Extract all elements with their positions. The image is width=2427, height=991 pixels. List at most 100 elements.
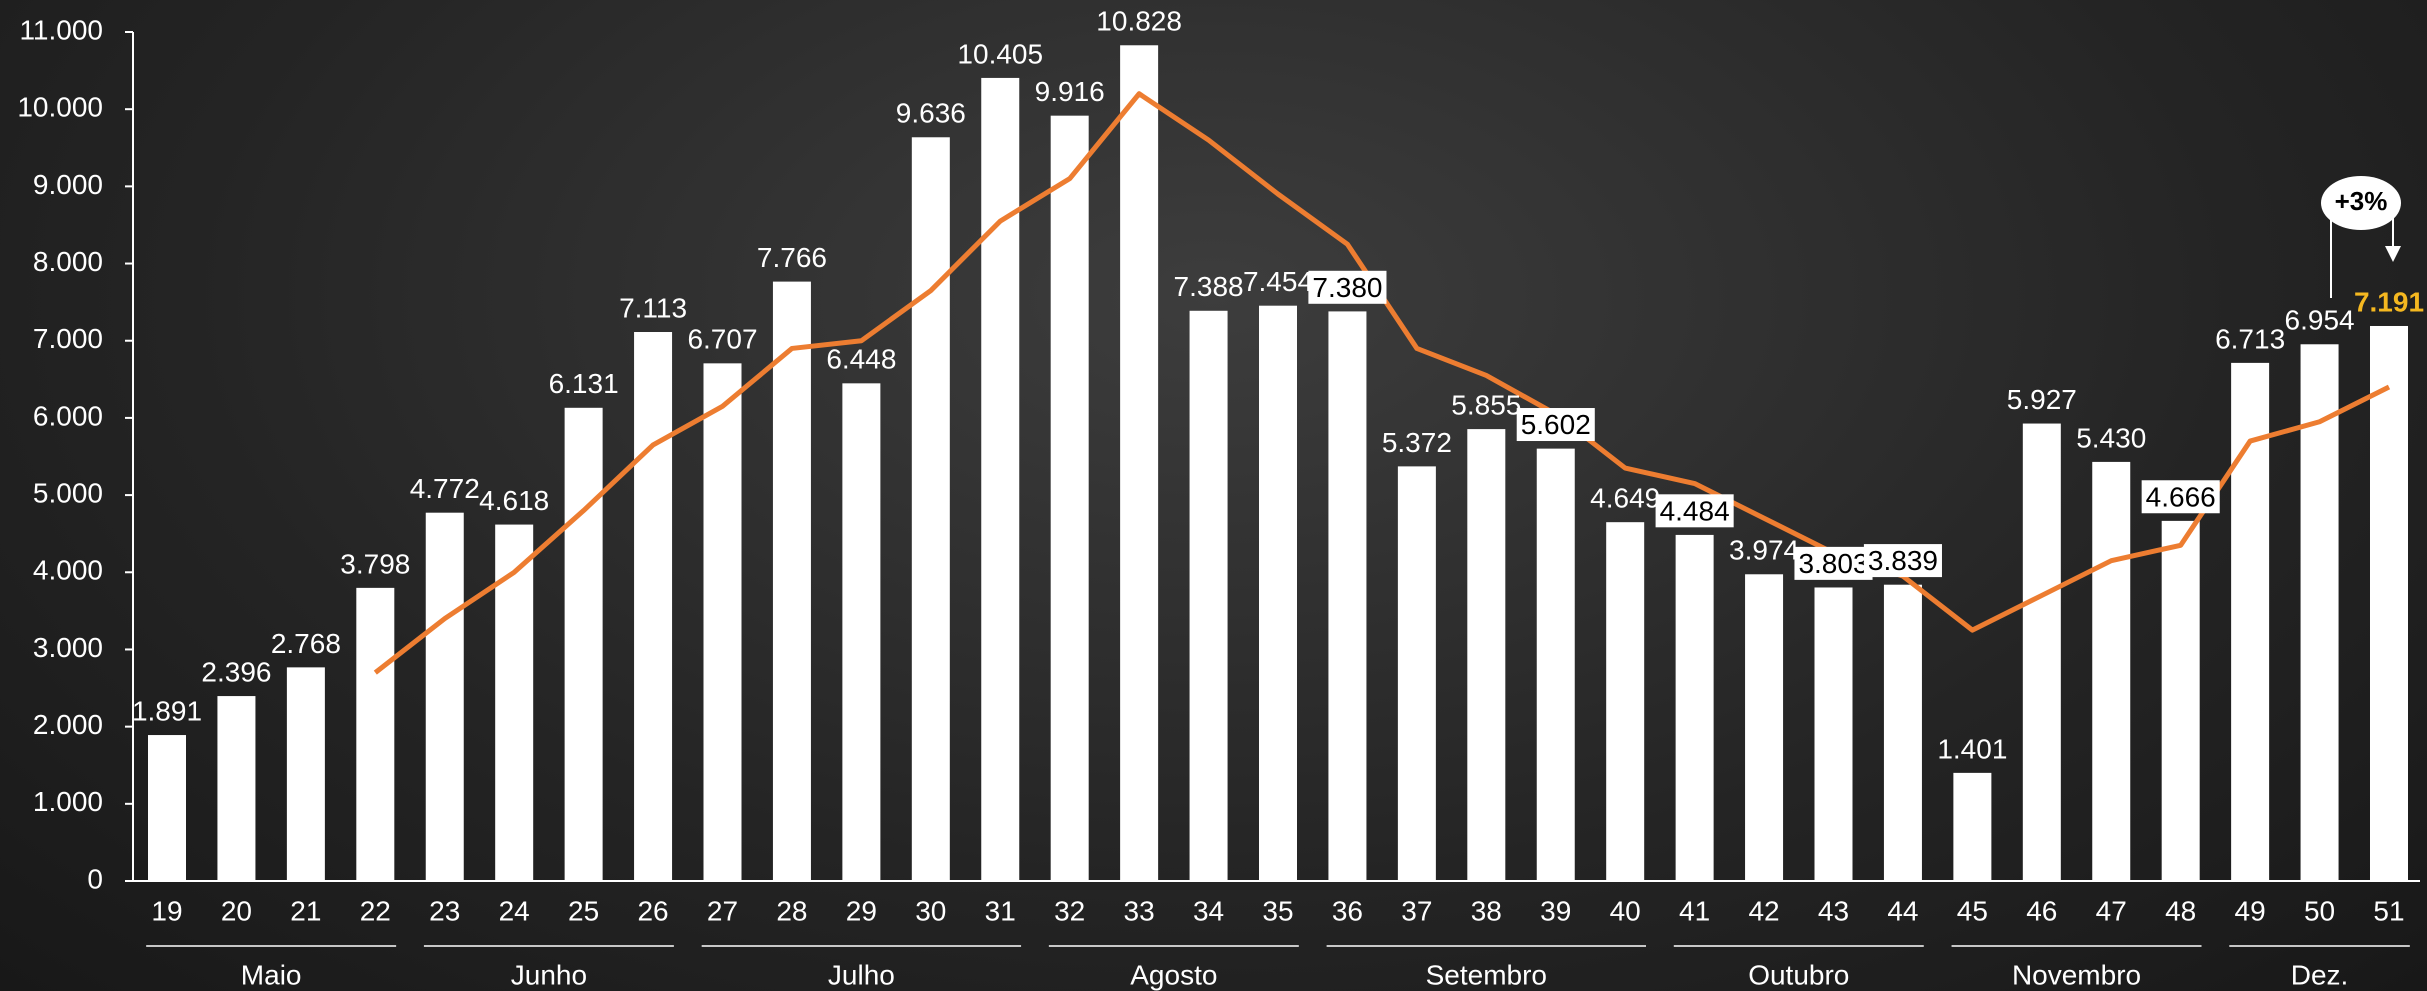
label-box [2141, 480, 2220, 514]
x-tick-label: 27 [707, 895, 738, 926]
x-tick-label: 34 [1193, 895, 1224, 926]
x-tick-label: 50 [2304, 895, 2335, 926]
x-tick-label: 25 [568, 895, 599, 926]
x-tick-label: 51 [2373, 895, 2404, 926]
value-label: 7.380 [1312, 272, 1382, 303]
bar [564, 407, 603, 881]
x-tick-label: 44 [1887, 895, 1918, 926]
label-box [1308, 270, 1387, 304]
bar [981, 77, 1020, 882]
bar [495, 524, 534, 881]
bar [1259, 305, 1297, 881]
value-label: 4.666 [2146, 481, 2216, 512]
value-label: 5.372 [1382, 427, 1452, 458]
bar [1606, 522, 1645, 881]
x-tick-label: 21 [290, 895, 321, 926]
y-tick-label: 11.000 [19, 14, 103, 45]
y-tick-label: 5.000 [33, 477, 103, 508]
bar [2370, 325, 2408, 881]
x-tick-label: 28 [776, 895, 807, 926]
y-tick-label: 3.000 [33, 632, 103, 663]
value-label: 7.113 [619, 292, 687, 323]
value-label: 4.772 [410, 473, 480, 504]
bar [1675, 534, 1714, 881]
x-tick-label: 19 [151, 895, 182, 926]
annotation-text: +3% [2335, 186, 2388, 216]
value-label: 3.839 [1868, 545, 1938, 576]
value-label: 9.916 [1035, 76, 1105, 107]
x-tick-label: 31 [985, 895, 1016, 926]
bar [2161, 520, 2200, 881]
value-label: 5.602 [1521, 409, 1591, 440]
value-label: 5.855 [1451, 389, 1521, 420]
x-tick-label: 38 [1471, 895, 1502, 926]
label-box [1516, 408, 1595, 442]
value-label: 6.448 [826, 344, 896, 375]
x-tick-label: 42 [1748, 895, 1779, 926]
bar [2092, 461, 2131, 881]
value-label: 7.191 [2354, 286, 2424, 317]
line [373, 91, 2391, 675]
x-tick-label: 26 [637, 895, 668, 926]
x-tick-label: 29 [846, 895, 877, 926]
value-label: 7.454 [1243, 266, 1313, 297]
x-tick-label: 24 [499, 895, 530, 926]
label-box [1794, 546, 1873, 580]
group-label: Outubro [1748, 959, 1849, 990]
x-tick-label: 41 [1679, 895, 1710, 926]
bar [634, 332, 673, 881]
value-label: 9.636 [896, 98, 966, 129]
bar [1745, 574, 1784, 881]
group-label: Agosto [1130, 959, 1217, 990]
value-label: 6.954 [2285, 305, 2355, 336]
value-label: 1.891 [132, 695, 202, 726]
value-label: 2.396 [201, 656, 271, 687]
bar [1814, 587, 1853, 881]
value-label: 4.484 [1660, 495, 1730, 526]
bar [1328, 311, 1367, 881]
group-label: Julho [828, 959, 895, 990]
bar [2300, 344, 2339, 881]
value-label: 4.649 [1590, 483, 1660, 514]
y-tick-label: 2.000 [33, 709, 103, 740]
x-tick-label: 48 [2165, 895, 2196, 926]
x-tick-label: 40 [1610, 895, 1641, 926]
group-label: Setembro [1426, 959, 1547, 990]
annotation-bubble [2321, 176, 2401, 230]
x-tick-label: 37 [1401, 895, 1432, 926]
x-tick-label: 46 [2026, 895, 2057, 926]
x-tick-label: 33 [1124, 895, 1155, 926]
y-tick-label: 4.000 [33, 555, 103, 586]
value-label: 10.828 [1096, 6, 1182, 37]
x-tick-label: 35 [1262, 895, 1293, 926]
label-box [1863, 544, 1942, 578]
value-label: 10.405 [957, 38, 1043, 69]
x-tick-label: 47 [2096, 895, 2127, 926]
value-label: 3.803 [1798, 548, 1868, 579]
value-label: 2.768 [271, 628, 341, 659]
value-label: 5.927 [2007, 384, 2077, 415]
label-box [1655, 494, 1734, 528]
group-label: Novembro [2012, 959, 2141, 990]
bar [1883, 584, 1922, 881]
y-tick-label: 0 [87, 863, 103, 894]
y-tick-label: 9.000 [33, 169, 103, 200]
bar [217, 696, 256, 881]
x-tick-label: 43 [1818, 895, 1849, 926]
group-label: Dez. [2291, 959, 2349, 990]
annotation-arrow [2385, 246, 2401, 262]
bar [148, 735, 186, 881]
x-tick-label: 23 [429, 895, 460, 926]
value-label: 4.618 [479, 485, 549, 516]
bar [1536, 448, 1575, 881]
x-tick-label: 39 [1540, 895, 1571, 926]
value-label: 3.798 [340, 548, 410, 579]
bar [1467, 429, 1506, 881]
bar [772, 281, 811, 882]
group-label: Junho [511, 959, 587, 990]
bar [1050, 115, 1089, 881]
bar [1120, 45, 1159, 882]
value-label: 1.401 [1937, 733, 2007, 764]
bar [911, 137, 950, 881]
